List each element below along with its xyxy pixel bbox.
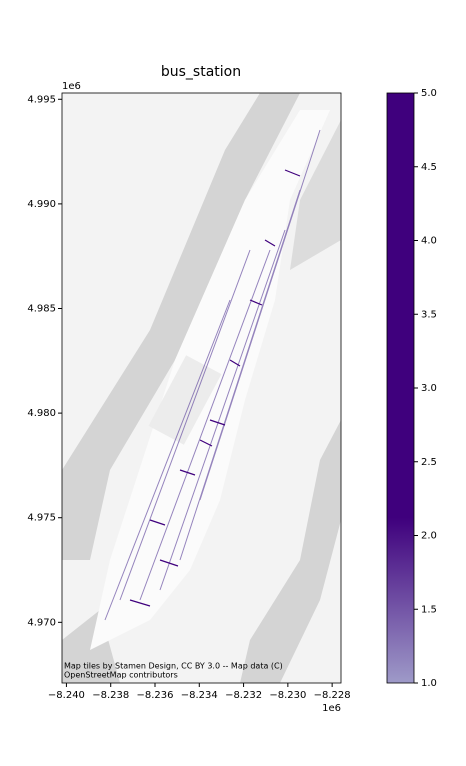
x-tick-label: −8.230	[269, 690, 306, 701]
colorbar-tick-label: 4.0	[421, 236, 437, 247]
x-tick-label: −8.232	[225, 690, 262, 701]
x-tick-label: −8.240	[48, 690, 85, 701]
y-tick-label: 4.995	[27, 94, 56, 105]
colorbar-tick-label: 1.0	[421, 678, 437, 689]
y-tick-label: 4.980	[27, 408, 56, 419]
colorbar-tick-label: 2.0	[421, 531, 437, 542]
colorbar-tick-label: 3.0	[421, 383, 437, 394]
attribution: OpenStreetMap contributors	[64, 671, 178, 680]
y-offset-label: 1e6	[62, 81, 81, 92]
colorbar-tick-label: 3.5	[421, 309, 437, 320]
basemap	[62, 93, 341, 683]
axes-frame	[61, 92, 342, 684]
y-tick-label: 4.985	[27, 303, 56, 314]
y-tick-label: 4.975	[27, 513, 56, 524]
map-title: bus_station	[161, 64, 241, 80]
attribution: Map tiles by Stamen Design, CC BY 3.0 --…	[64, 662, 283, 671]
colorbar	[386, 92, 415, 684]
x-offset-label: 1e6	[322, 703, 341, 714]
y-tick-label: 4.970	[27, 617, 56, 628]
colorbar-tick-label: 1.5	[421, 604, 437, 615]
x-tick-label: −8.228	[314, 690, 351, 701]
y-tick-label: 4.990	[27, 199, 56, 210]
colorbar-tick-label: 2.5	[421, 457, 437, 468]
x-tick-label: −8.234	[181, 690, 218, 701]
colorbar-tick-label: 5.0	[421, 88, 437, 99]
x-tick-label: −8.238	[92, 690, 129, 701]
colorbar-tick-label: 4.5	[421, 162, 437, 173]
x-tick-label: −8.236	[136, 690, 173, 701]
